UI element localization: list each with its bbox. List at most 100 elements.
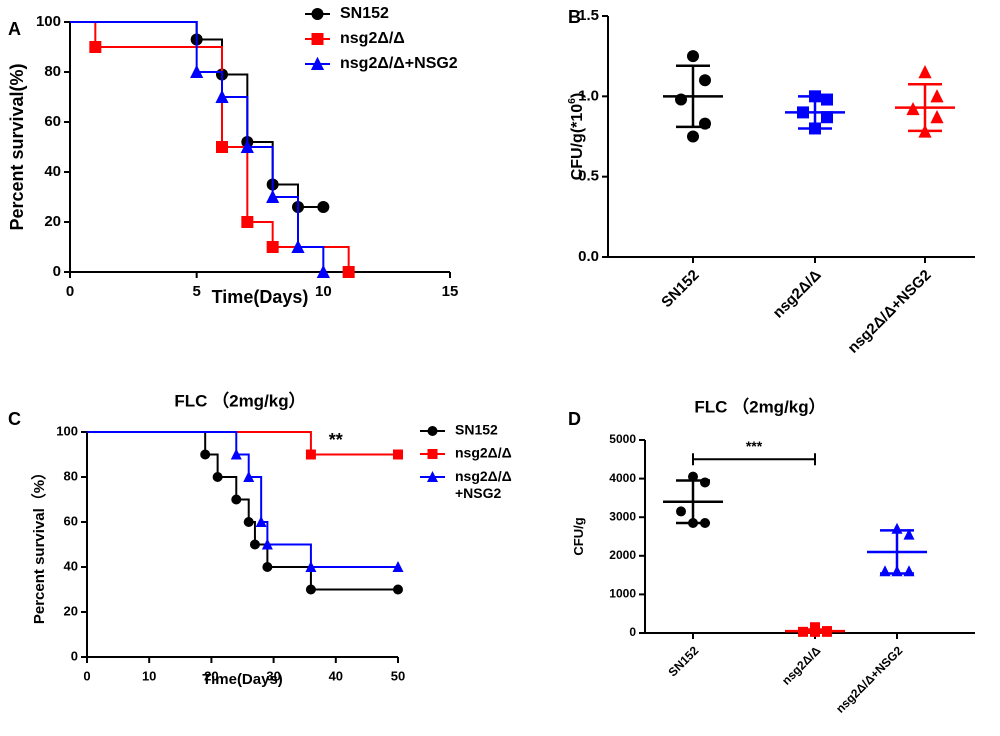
y-tick-label: 0.0 bbox=[578, 248, 599, 265]
marker bbox=[291, 239, 305, 253]
y-tick-label: 0 bbox=[629, 625, 636, 639]
survival-line bbox=[70, 21, 350, 272]
legend-label: nsg2Δ/Δ+NSG2 bbox=[340, 55, 458, 72]
marker bbox=[200, 449, 211, 460]
annotation: *** bbox=[746, 438, 763, 454]
x-tick-label: 30 bbox=[266, 668, 280, 683]
significance-bracket bbox=[692, 453, 816, 466]
x-tick-label: nsg2Δ/Δ bbox=[779, 643, 824, 688]
y-tick-label: 100 bbox=[56, 423, 78, 438]
y-axis-label-end: ) bbox=[569, 93, 586, 98]
marker bbox=[930, 89, 944, 103]
marker bbox=[427, 449, 438, 459]
x-tick-label: nsg2Δ/Δ+NSG2 bbox=[833, 643, 906, 716]
y-axis-label: CFU/g bbox=[571, 517, 586, 555]
panel: D FLC （2mg/kg） 0 1000 2000 3000 4000 5000 CFU/g S… bbox=[568, 396, 975, 716]
x-tick-label: SN152 bbox=[666, 643, 702, 679]
annotation: ** bbox=[329, 430, 343, 450]
marker bbox=[687, 50, 699, 63]
panel-letter: A bbox=[8, 19, 21, 39]
marker bbox=[700, 477, 710, 488]
marker bbox=[243, 517, 254, 527]
marker bbox=[249, 539, 260, 550]
y-tick-label: 60 bbox=[44, 113, 61, 130]
y-tick-label: 40 bbox=[44, 163, 61, 180]
x-tick-label: 0 bbox=[83, 668, 90, 683]
marker bbox=[311, 8, 324, 20]
x-tick-label: 50 bbox=[391, 668, 405, 683]
y-tick-label: 3000 bbox=[609, 509, 636, 523]
y-tick-label: 20 bbox=[64, 603, 78, 618]
marker bbox=[427, 471, 438, 482]
marker bbox=[311, 33, 324, 45]
marker bbox=[427, 426, 438, 436]
marker bbox=[930, 110, 944, 124]
x-tick-label: 10 bbox=[142, 668, 156, 683]
marker bbox=[266, 241, 279, 253]
panel-letter: C bbox=[8, 409, 21, 429]
marker bbox=[305, 449, 316, 460]
panel: A 0 20 40 60 80 100 Percent survival(%) 0 5 10 15 Ti… bbox=[7, 5, 459, 307]
marker bbox=[316, 264, 330, 278]
y-axis-label: CFU/g(*106) bbox=[567, 93, 586, 181]
y-tick-label: 0 bbox=[71, 648, 78, 663]
legend-label: nsg2Δ/Δ bbox=[340, 30, 405, 47]
marker bbox=[190, 64, 204, 78]
x-tick-label: 40 bbox=[329, 668, 343, 683]
marker bbox=[241, 216, 254, 228]
marker bbox=[393, 449, 403, 460]
marker bbox=[216, 141, 228, 153]
x-axis-label: Time(Days) bbox=[202, 671, 283, 688]
marker bbox=[240, 139, 254, 153]
legend-label: nsg2Δ/Δ bbox=[455, 445, 512, 461]
x-tick-label: 20 bbox=[204, 668, 218, 683]
y-tick-label: 20 bbox=[44, 213, 61, 230]
marker bbox=[89, 41, 102, 53]
marker bbox=[255, 516, 267, 527]
chart-title: FLC （2mg/kg） bbox=[174, 390, 305, 410]
marker bbox=[688, 471, 698, 482]
marker bbox=[243, 471, 255, 482]
survival-line bbox=[87, 431, 398, 591]
y-axis-label: Percent survival（%） bbox=[30, 465, 48, 624]
survival-line bbox=[70, 21, 325, 272]
legend-label: SN152 bbox=[340, 5, 389, 22]
x-tick-label: 15 bbox=[442, 283, 459, 300]
y-tick-label: 4000 bbox=[609, 471, 636, 485]
y-tick-label: 0 bbox=[53, 263, 61, 280]
y-tick-label: 80 bbox=[44, 63, 61, 80]
marker bbox=[305, 584, 316, 595]
y-axis-label-text: CFU/g bbox=[571, 517, 586, 555]
marker bbox=[676, 506, 686, 517]
chart-title: FLC （2mg/kg） bbox=[694, 396, 825, 416]
marker bbox=[212, 472, 223, 482]
y-tick-label: 1000 bbox=[609, 587, 636, 601]
marker bbox=[687, 130, 699, 143]
legend-label-line: nsg2Δ/Δ bbox=[455, 468, 512, 484]
legend-label: SN152 bbox=[455, 422, 498, 438]
marker bbox=[262, 562, 273, 572]
x-tick-label: 10 bbox=[315, 283, 332, 300]
marker bbox=[342, 266, 355, 278]
marker bbox=[393, 584, 403, 595]
y-tick-label: 1.5 bbox=[578, 7, 599, 24]
marker bbox=[918, 65, 932, 79]
panel: B 0.0 0.5 1.0 1.5 CFU/g(*106) SN152 nsg2Δ/Δ nsg2… bbox=[567, 7, 975, 357]
marker bbox=[310, 56, 325, 70]
marker bbox=[903, 528, 915, 540]
legend-label: nsg2Δ/Δ+NSG2 bbox=[455, 468, 512, 501]
y-tick-label: 100 bbox=[36, 13, 61, 30]
marker bbox=[230, 448, 242, 460]
x-tick-label: 5 bbox=[192, 283, 200, 300]
y-tick-label: 40 bbox=[64, 558, 78, 573]
marker bbox=[305, 561, 317, 572]
survival-line bbox=[87, 431, 398, 456]
y-axis-label: Percent survival(%) bbox=[7, 63, 27, 230]
y-axis-label-text: Percent survival（%） bbox=[30, 465, 48, 624]
marker bbox=[261, 538, 273, 550]
marker bbox=[266, 189, 280, 203]
x-tick-label: 0 bbox=[66, 283, 74, 300]
x-tick-label: nsg2Δ/Δ bbox=[770, 266, 825, 321]
y-tick-label: 0.5 bbox=[578, 168, 599, 185]
